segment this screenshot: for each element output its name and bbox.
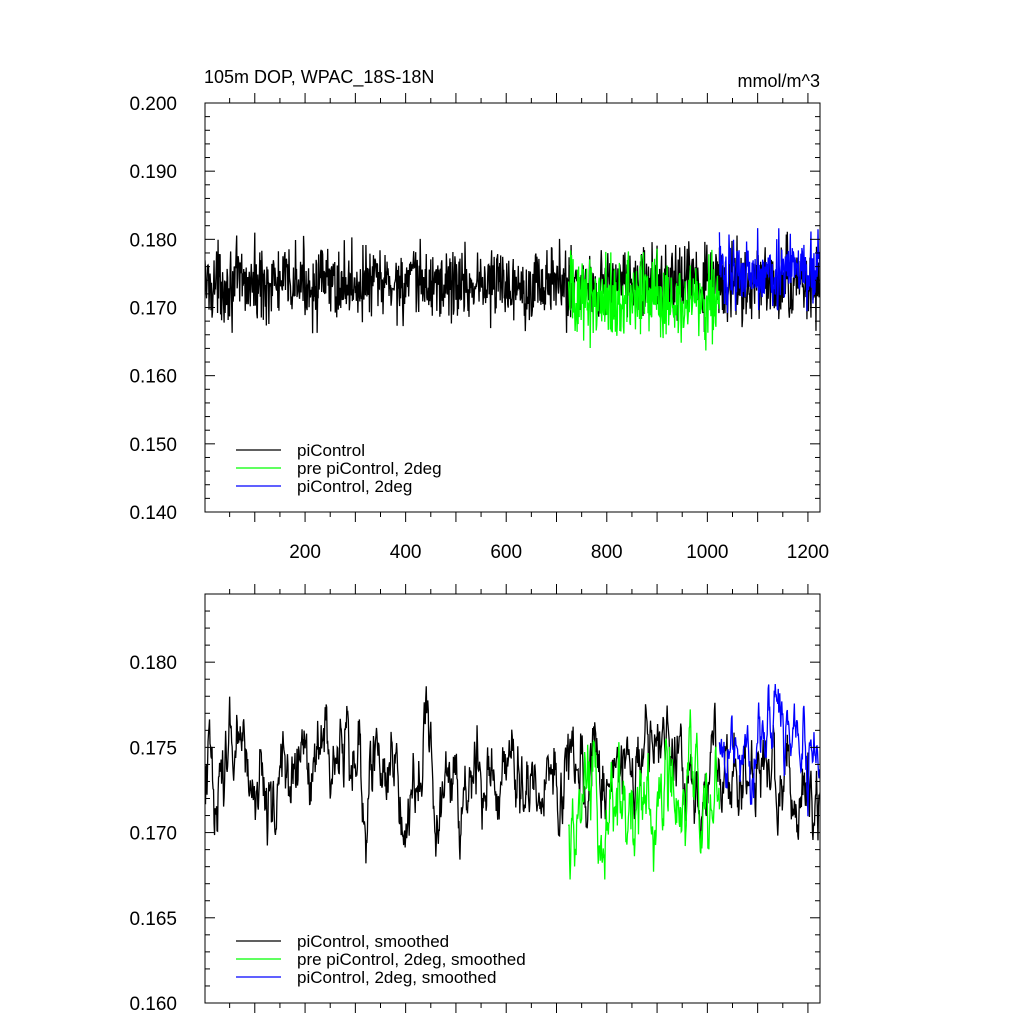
y-tick-label: 0.140 bbox=[129, 503, 177, 524]
series-line-picontrol-2deg-smoothed bbox=[718, 684, 820, 817]
panel-1: 0.140 0.150 0.160 0.170 0.180 0.190 0.200 200 40… bbox=[129, 93, 829, 563]
series-line-pre-picontrol-2deg bbox=[567, 248, 721, 351]
legend-entry: pre piControl, 2deg, smoothed bbox=[297, 950, 526, 969]
series-line-pre-picontrol-2deg-smoothed bbox=[567, 709, 721, 880]
y-tick-label: 0.175 bbox=[129, 738, 177, 759]
series-line-picontrol bbox=[205, 231, 820, 334]
panel-2: 0.160 0.165 0.170 0.175 0.180 piControl, smoo… bbox=[129, 584, 821, 1015]
legend-entry: pre piControl, 2deg bbox=[297, 459, 442, 478]
y-tick-label: 0.170 bbox=[129, 824, 177, 845]
y-tick-label: 0.180 bbox=[129, 230, 177, 251]
y-tick-label: 0.190 bbox=[129, 162, 177, 183]
y-tick-label: 0.160 bbox=[129, 367, 177, 388]
panel-1-units: mmol/m^3 bbox=[738, 71, 820, 91]
x-tick-label: 1200 bbox=[787, 542, 829, 563]
y-tick-label: 0.180 bbox=[129, 653, 177, 674]
x-tick-label: 400 bbox=[390, 542, 422, 563]
y-tick-label: 0.170 bbox=[129, 299, 177, 320]
y-tick-label: 0.150 bbox=[129, 435, 177, 456]
x-tick-label: 600 bbox=[490, 542, 522, 563]
y-tick-label: 0.160 bbox=[129, 994, 177, 1015]
legend-entry: piControl, 2deg bbox=[297, 477, 412, 496]
series-line-picontrol-smoothed bbox=[205, 686, 820, 864]
x-tick-label: 800 bbox=[591, 542, 623, 563]
legend-entry: piControl, 2deg, smoothed bbox=[297, 968, 496, 987]
panel-1-title: 105m DOP, WPAC_18S-18N bbox=[204, 67, 434, 88]
series-line-picontrol-2deg bbox=[718, 228, 820, 313]
legend-entry: piControl bbox=[297, 441, 365, 460]
y-tick-label: 0.200 bbox=[129, 94, 177, 115]
x-tick-label: 200 bbox=[289, 542, 321, 563]
x-tick-label: 1000 bbox=[686, 542, 728, 563]
legend-entry: piControl, smoothed bbox=[297, 932, 449, 951]
y-tick-label: 0.165 bbox=[129, 909, 177, 930]
